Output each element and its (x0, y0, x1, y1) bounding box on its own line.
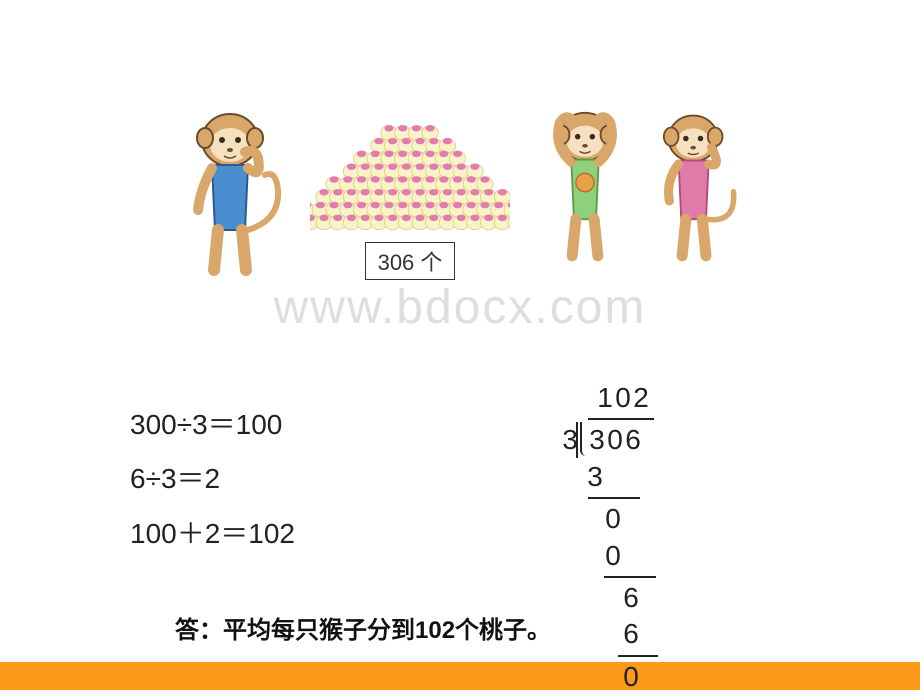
quotient-digit: 1 (596, 380, 614, 416)
quotient-digit: 0 (614, 380, 632, 416)
long-division: 1 0 2 3 3 0 6 3 0 0 6 6 0 (560, 380, 658, 695)
monkey-right (640, 100, 750, 280)
dividend-digit: 3 (588, 422, 606, 458)
watermark-text: www.bdocx.com (0, 280, 920, 335)
monkey-pair-right (530, 100, 750, 280)
monkey-icon (170, 100, 290, 280)
peach-pile: 306 个 (310, 110, 510, 280)
equation-2: 6÷3＝2 (130, 454, 295, 504)
count-label: 306 个 (365, 242, 456, 280)
dividend-digit: 6 (624, 422, 642, 458)
monkey-left (170, 100, 290, 280)
monkey-middle (530, 100, 640, 280)
equations-block: 300÷3＝100 6÷3＝2 100＋2＝102 (130, 400, 295, 563)
bottom-bar (0, 662, 920, 690)
answer-text: 答：平均每只猴子分到102个桃子。 (175, 610, 551, 645)
equation-1: 300÷3＝100 (130, 400, 295, 450)
divisor-digit: 3 (560, 422, 580, 458)
monkey-icon (640, 100, 750, 265)
illustration-row: 306 个 (150, 60, 770, 280)
step-digit: 0 (604, 538, 622, 574)
peach-pile-icon (310, 110, 510, 238)
step-digit: 6 (622, 580, 640, 616)
dividend-digit: 0 (606, 422, 624, 458)
step-digit: 3 (586, 459, 604, 495)
monkey-icon (530, 100, 640, 265)
step-digit: 0 (604, 501, 622, 537)
step-digit: 6 (622, 616, 640, 652)
quotient-digit: 2 (632, 380, 650, 416)
equation-3: 100＋2＝102 (130, 509, 295, 559)
